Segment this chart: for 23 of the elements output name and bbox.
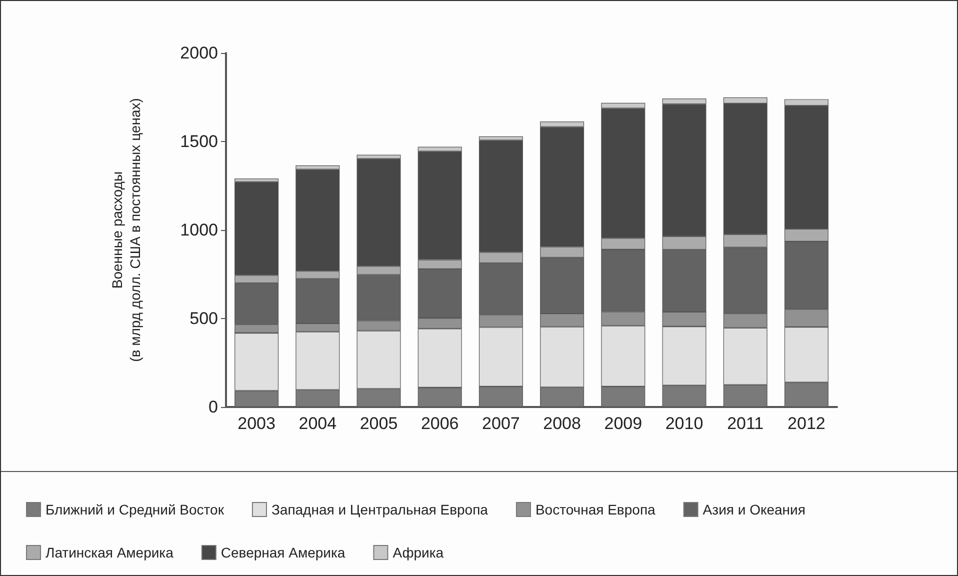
- legend-label: Западная и Центральная Европа: [271, 502, 488, 518]
- y-tick-label: 1000: [180, 220, 218, 240]
- x-tick-label: 2005: [360, 414, 398, 433]
- x-tick-label: 2009: [604, 414, 642, 433]
- x-tick-label: 2012: [788, 414, 826, 433]
- x-tick-label: 2010: [665, 414, 704, 433]
- x-tick-label: 2008: [543, 414, 581, 433]
- y-tick-label: 1500: [180, 132, 218, 151]
- x-tick-label: 2004: [298, 414, 337, 433]
- x-tick-label: 2007: [482, 414, 520, 433]
- x-tick-label: 2003: [238, 414, 276, 433]
- y-axis-title: Военные расходы (в млрд долл. США в постоянных ценах): [109, 98, 143, 362]
- y-tick-label: 500: [190, 309, 218, 328]
- legend-label: Африка: [392, 544, 444, 560]
- x-tick-label: 2006: [420, 414, 459, 433]
- legend-label: Северная Америка: [220, 544, 346, 560]
- legend-label: Азия и Океания: [702, 502, 806, 518]
- legend-label: Ближний и Средний Восток: [46, 502, 225, 518]
- y-tick-label: 2000: [180, 44, 218, 62]
- y-tick-label: 0: [208, 398, 218, 416]
- x-tick-label: 2011: [727, 414, 764, 433]
- legend-label: Восточная Европа: [535, 502, 656, 518]
- legend-label: Латинская Америка: [46, 544, 174, 560]
